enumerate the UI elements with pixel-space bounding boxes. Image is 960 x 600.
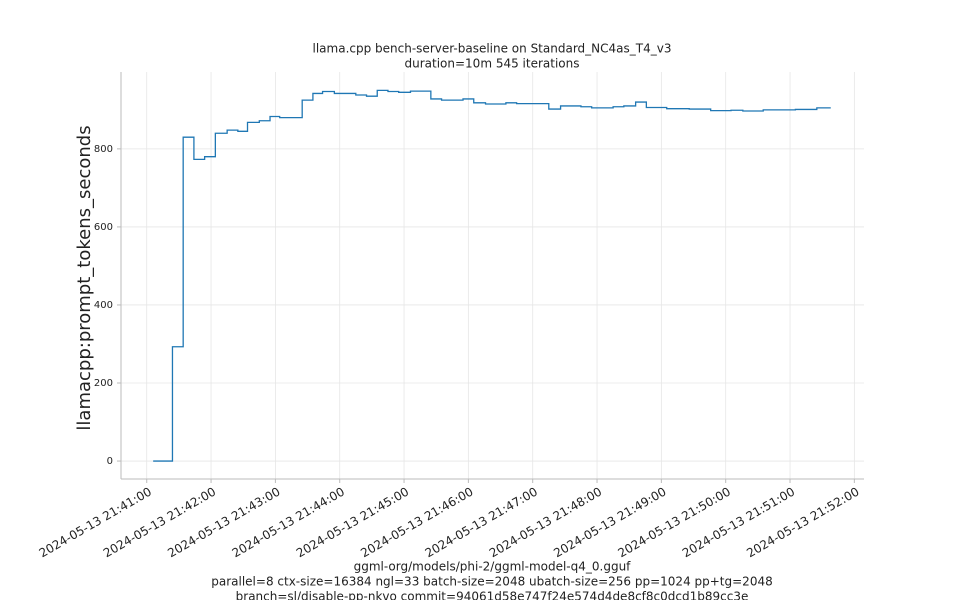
- y-tick-label: 400: [94, 300, 113, 311]
- x-tick-label: 2024-05-13 21:48:00: [487, 485, 604, 561]
- x-tick-label: 2024-05-13 21:50:00: [616, 485, 733, 561]
- x-tick-label: 2024-05-13 21:44:00: [230, 485, 347, 561]
- x-tick-label: 2024-05-13 21:45:00: [294, 485, 411, 561]
- y-tick-label: 0: [107, 456, 113, 467]
- y-tick-label: 600: [94, 222, 113, 233]
- x-axis-label: branch=sl/disable-pp-nkvo commit=94061d5…: [236, 590, 749, 600]
- x-tick-label: 2024-05-13 21:43:00: [165, 485, 282, 561]
- data-line: [153, 89, 831, 462]
- chart-title: llama.cpp bench-server-baseline on Stand…: [313, 42, 672, 56]
- x-tick-label: 2024-05-13 21:47:00: [423, 485, 540, 561]
- x-tick-label: 2024-05-13 21:49:00: [551, 485, 668, 561]
- x-axis-label: ggml-org/models/phi-2/ggml-model-q4_0.gg…: [354, 560, 632, 574]
- y-tick-label: 800: [94, 144, 113, 155]
- y-axis-label: llamacpp:prompt_tokens_seconds: [74, 125, 95, 430]
- x-tick-label: 2024-05-13 21:52:00: [744, 485, 861, 561]
- x-tick-label: 2024-05-13 21:41:00: [37, 485, 154, 561]
- x-axis-label: parallel=8 ctx-size=16384 ngl=33 batch-s…: [211, 575, 772, 589]
- x-tick-label: 2024-05-13 21:51:00: [680, 485, 797, 561]
- x-tick-label: 2024-05-13 21:46:00: [358, 485, 475, 561]
- x-tick-label: 2024-05-13 21:42:00: [101, 485, 218, 561]
- chart-subtitle: duration=10m 545 iterations: [405, 57, 580, 71]
- y-tick-label: 200: [94, 378, 113, 389]
